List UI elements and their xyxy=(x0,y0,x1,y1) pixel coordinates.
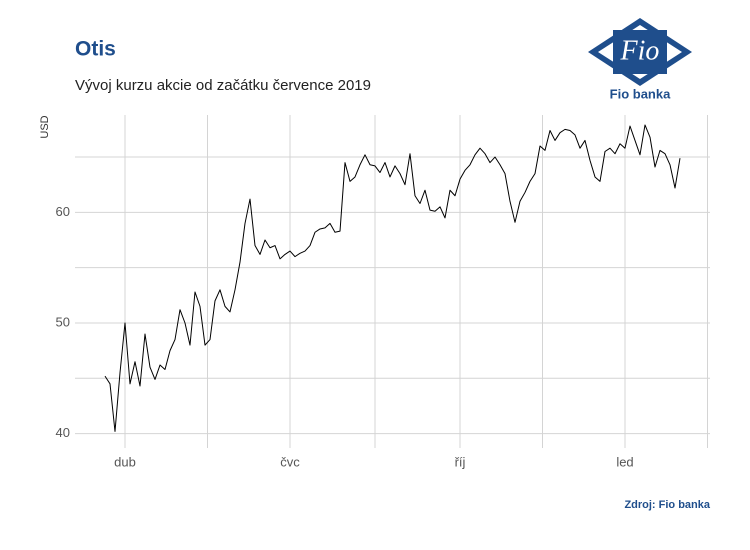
x-tick-label: říj xyxy=(455,454,466,469)
price-line xyxy=(104,124,681,432)
x-tick-label: dub xyxy=(114,454,136,469)
y-tick-label: 60 xyxy=(56,204,70,219)
logo-caption: Fio banka xyxy=(610,86,671,101)
chart-title: Otis xyxy=(75,38,116,61)
x-tick-label: čvc xyxy=(280,454,300,469)
logo: Fio Fio banka xyxy=(588,18,692,101)
source: Zdroj: Fio banka xyxy=(624,499,710,511)
plot-area: 40 50 60 dub čvc říj led xyxy=(56,115,710,469)
y-tick-label: 50 xyxy=(56,314,70,329)
chart-subtitle: Vývoj kurzu akcie od začátku července 20… xyxy=(75,77,371,94)
logo-text: Fio xyxy=(620,35,660,66)
y-tick-label: 40 xyxy=(56,425,70,440)
x-tick-label: led xyxy=(616,454,633,469)
y-axis-label: USD xyxy=(39,115,51,138)
